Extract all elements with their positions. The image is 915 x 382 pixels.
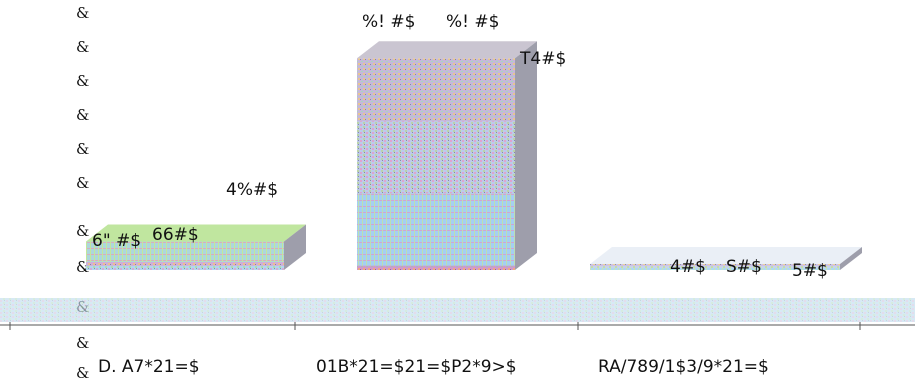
x-tick-label: RA/789/1$3/9*21=$	[598, 357, 769, 377]
data-label: 4#$	[670, 257, 706, 277]
y-tick-label: &	[76, 364, 89, 382]
chart-floor	[0, 298, 915, 330]
data-label: %! #$	[446, 12, 499, 32]
data-label: 6" #$	[92, 231, 141, 251]
bar-segment-texture	[590, 268, 840, 270]
y-tick-label: &	[76, 334, 89, 352]
y-tick-label: &	[76, 72, 89, 90]
data-label: S#$	[726, 257, 762, 277]
y-tick-label: &	[76, 174, 89, 192]
bar-segment-texture	[357, 193, 515, 266]
bar-segment-texture	[590, 266, 840, 268]
bar-side-face	[515, 41, 537, 270]
bar-segment-texture	[86, 241, 284, 262]
y-tick-label: &	[76, 38, 89, 56]
bar-segment-texture	[357, 58, 515, 122]
bar-top-face	[86, 224, 306, 242]
bar-top-face	[357, 41, 537, 59]
data-label: 5#$	[792, 261, 828, 281]
x-tick-label: D. A7*21=$	[98, 357, 200, 377]
bar-side-face	[840, 247, 862, 270]
data-label: 4%#$	[226, 180, 278, 200]
bar-segment-texture	[86, 261, 284, 266]
y-tick-label: &	[76, 106, 89, 124]
floor-texture	[0, 298, 915, 322]
x-axis-labels: D. A7*21=$ 01B*21=$21=$P2*9>$ RA/789/1$3/9…	[98, 357, 769, 377]
x-tick-label: 01B*21=$21=$P2*9>$	[316, 357, 517, 377]
y-tick-label: &	[76, 222, 89, 240]
y-tick-label: &	[76, 140, 89, 158]
bar-segment-texture	[86, 265, 284, 270]
segment-labels: 6" #$ 66#$ 4%#$ %! #$ %! #$ T4#$ 4#$ S#$ 5#$	[92, 12, 828, 281]
bar-segment-texture	[590, 264, 840, 266]
data-label: 66#$	[152, 225, 199, 245]
bar-side-face	[284, 224, 306, 270]
bar-segment-texture	[357, 121, 515, 194]
bars-group	[86, 41, 862, 270]
bar-top-face	[590, 247, 862, 264]
data-label: %! #$	[362, 12, 415, 32]
data-label: T4#$	[519, 49, 566, 69]
bar-segment-texture	[357, 265, 515, 270]
y-tick-label: &	[76, 4, 89, 22]
